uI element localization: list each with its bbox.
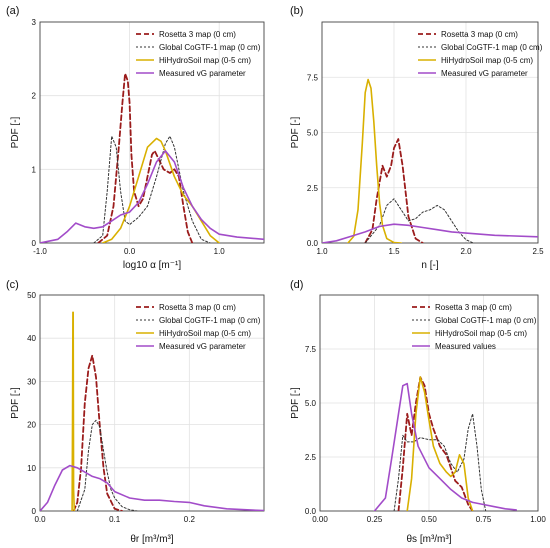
x-tick-label: 0.0	[34, 515, 46, 524]
legend-label: Global CoGTF-1 map (0 cm)	[435, 316, 537, 325]
series-line-hihydro	[406, 376, 474, 511]
legend-label: Measured vG parameter	[441, 69, 528, 78]
series-group	[40, 311, 264, 511]
y-tick-label: 0	[32, 239, 37, 248]
legend-label: HiHydroSoil map (0-5 cm)	[435, 329, 527, 338]
x-tick-label: 2.5	[532, 247, 544, 256]
legend-label: Global CoGTF-1 map (0 cm)	[441, 43, 543, 52]
y-tick-label: 7.5	[305, 345, 317, 354]
legend-label: Global CoGTF-1 map (0 cm)	[159, 316, 261, 325]
series-line-rosetta	[397, 376, 474, 511]
y-tick-label: 30	[27, 377, 36, 386]
legend-label: Measured vG parameter	[159, 342, 246, 351]
y-axis-label: PDF [-]	[290, 387, 301, 419]
series-line-measured	[40, 464, 264, 511]
legend: Rosetta 3 map (0 cm) Global CoGTF-1 map (…	[136, 30, 261, 78]
chart-panel: 0.0 0.1 0.2 0 10 20 30 40 50 θr [m³/m³] PDF [-] (c)…	[6, 279, 265, 545]
chart-panel: 1.0 1.5 2.0 2.5 0.0 2.5 5.0 7.5 n [-] PDF [-] (b) R…	[290, 5, 544, 271]
x-tick-label: 2.0	[460, 247, 472, 256]
series-line-hihydro	[101, 137, 220, 243]
grid	[319, 295, 539, 512]
series-line-global	[93, 135, 211, 243]
legend-label: Rosetta 3 map (0 cm)	[435, 303, 512, 312]
y-tick-label: 20	[27, 421, 36, 430]
legend-label: Rosetta 3 map (0 cm)	[441, 30, 518, 39]
series-line-measured	[322, 223, 538, 243]
legend-label: Measured vG parameter	[159, 69, 246, 78]
x-tick-label: -1.0	[33, 247, 47, 256]
y-tick-label: 5.0	[305, 399, 317, 408]
y-tick-label: 7.5	[307, 73, 319, 82]
series-group	[40, 72, 264, 243]
panel-letter: (c)	[6, 279, 19, 291]
panel-letter: (d)	[290, 279, 303, 291]
series-line-global	[393, 413, 487, 511]
x-axis-label: θr [m³/m³]	[130, 534, 174, 545]
chart-panel: -1.0 0.0 1.0 0 1 2 3 log10 α [m⁻¹] PDF [-] (a) Ros…	[6, 5, 265, 271]
x-tick-label: 0.25	[367, 515, 383, 524]
legend: Rosetta 3 map (0 cm) Global CoGTF-1 map (…	[136, 303, 261, 351]
x-axis-label: log10 α [m⁻¹]	[123, 260, 182, 271]
y-tick-label: 40	[27, 334, 36, 343]
series-line-hihydro	[71, 311, 76, 511]
legend-label: HiHydroSoil map (0-5 cm)	[441, 56, 533, 65]
series-line-rosetta	[72, 354, 123, 511]
x-tick-label: 1.0	[214, 247, 226, 256]
y-tick-label: 0.0	[305, 507, 317, 516]
x-tick-label: 0.00	[312, 515, 328, 524]
legend-label: Rosetta 3 map (0 cm)	[159, 30, 236, 39]
legend-label: HiHydroSoil map (0-5 cm)	[159, 56, 251, 65]
x-tick-label: 1.0	[316, 247, 328, 256]
plot-frame	[319, 294, 539, 512]
plot-frame	[321, 21, 539, 244]
x-tick-label: 1.5	[388, 247, 400, 256]
series-line-measured	[373, 382, 518, 511]
y-tick-label: 0.0	[307, 239, 319, 248]
legend: Rosetta 3 map (0 cm) Global CoGTF-1 map (…	[412, 303, 537, 351]
series-group	[373, 376, 518, 511]
legend-label: Global CoGTF-1 map (0 cm)	[159, 43, 261, 52]
plot-frame	[39, 21, 265, 244]
x-tick-label: 0.0	[124, 247, 136, 256]
x-tick-label: 0.75	[476, 515, 492, 524]
y-tick-label: 10	[27, 464, 36, 473]
x-axis-label: n [-]	[421, 260, 438, 271]
y-axis-label: PDF [-]	[10, 116, 21, 148]
x-axis-label: θs [m³/m³]	[407, 534, 452, 545]
series-line-rosetta	[97, 72, 194, 243]
y-tick-label: 2	[32, 92, 37, 101]
series-line-global	[364, 198, 474, 243]
series-group	[322, 78, 538, 243]
chart-panel: 0.00 0.25 0.50 0.75 1.00 0.0 2.5 5.0 7.5 θs [m³/m…	[290, 279, 546, 545]
x-tick-label: 0.50	[421, 515, 437, 524]
x-tick-label: 0.1	[109, 515, 121, 524]
x-tick-label: 1.00	[530, 515, 546, 524]
y-axis-label: PDF [-]	[290, 116, 301, 148]
series-line-global	[76, 419, 138, 511]
legend-label: HiHydroSoil map (0-5 cm)	[159, 329, 251, 338]
y-tick-label: 50	[27, 291, 36, 300]
y-tick-label: 2.5	[307, 184, 319, 193]
x-tick-label: 0.2	[184, 515, 196, 524]
series-line-hihydro	[347, 78, 403, 243]
y-tick-label: 3	[32, 18, 37, 27]
y-axis-label: PDF [-]	[10, 387, 21, 419]
y-tick-label: 1	[32, 165, 37, 174]
plot-frame	[39, 294, 265, 512]
legend: Rosetta 3 map (0 cm) Global CoGTF-1 map (…	[418, 30, 543, 78]
panel-letter: (b)	[290, 5, 303, 17]
legend-label: Rosetta 3 map (0 cm)	[159, 303, 236, 312]
legend-label: Measured values	[435, 342, 496, 351]
y-tick-label: 0	[32, 507, 37, 516]
series-line-measured	[40, 150, 264, 243]
y-tick-label: 5.0	[307, 129, 319, 138]
panel-letter: (a)	[6, 5, 19, 17]
y-tick-label: 2.5	[305, 453, 317, 462]
